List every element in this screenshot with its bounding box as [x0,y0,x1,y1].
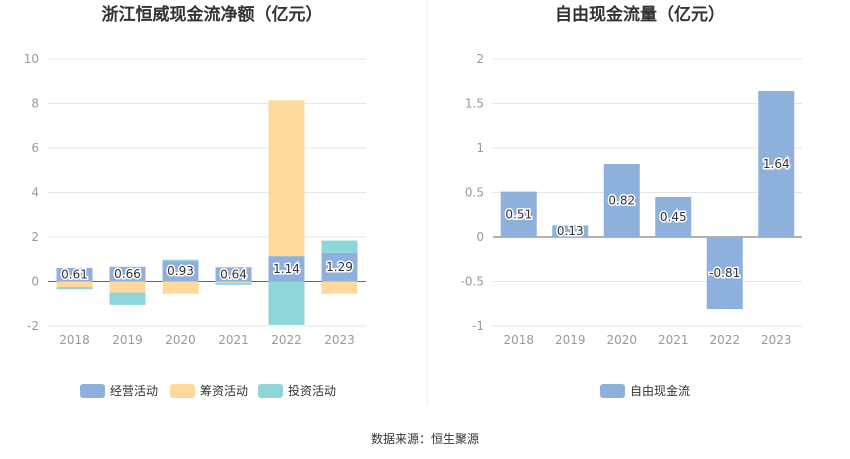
legend-swatch [80,384,105,398]
y-tick-label: 6 [31,141,39,155]
x-tick-label: 2021 [218,333,249,347]
y-tick-label: 4 [31,186,39,200]
bar [321,252,358,282]
y-tick-label: 2 [31,230,39,244]
bar [162,259,199,261]
bar [268,256,305,282]
bar [109,292,146,305]
x-tick-label: 2019 [112,333,143,347]
bar [162,260,199,282]
y-tick-label: 8 [31,97,39,111]
x-tick-label: 2019 [555,333,586,347]
data-label: 0.13 [557,224,584,238]
data-label: 0.51 [505,207,532,221]
right-chart-title: 自由现金流量（亿元） [555,4,725,25]
data-label: 1.29 [326,260,353,274]
bar [215,281,252,283]
bar [162,281,199,294]
x-tick-label: 2022 [271,333,302,347]
y-tick-label: 0.5 [465,186,484,200]
data-source-note: 数据来源：恒生聚源 [371,431,479,446]
y-tick-label: 1 [476,141,484,155]
bar [56,281,93,288]
data-label: 0.82 [608,194,635,208]
bar [321,240,358,253]
x-tick-label: 2018 [503,333,534,347]
y-tick-label: -0.5 [461,275,484,289]
bar [109,266,146,282]
y-tick-label: 0 [31,275,39,289]
bar [56,267,93,282]
x-tick-label: 2022 [709,333,740,347]
data-label: -0.81 [709,266,740,280]
bar [109,281,146,293]
legend-swatch [600,384,625,398]
data-label: 1.14 [273,262,300,276]
bar [215,282,252,285]
x-tick-label: 2023 [324,333,355,347]
data-label: 0.64 [220,267,247,281]
bar [758,91,795,237]
cashflow-net-chart: 浙江恒威现金流净额（亿元） -2 0 2 4 6 8 10 2018 2019 2020 2021 2… [24,4,366,398]
legend-label: 投资活动 [288,383,336,398]
data-label: 0.66 [114,267,141,281]
y-tick-label: 1.5 [465,97,484,111]
data-label: 1.64 [763,157,790,171]
legend-swatch [170,384,195,398]
x-tick-label: 2018 [59,333,90,347]
bar [603,164,640,237]
bar [268,281,305,325]
bar [706,237,743,310]
bar [268,100,305,257]
y-tick-label: 0 [476,230,484,244]
x-tick-label: 2023 [761,333,792,347]
y-tick-label: 10 [24,52,39,66]
data-label: 0.45 [660,210,687,224]
data-label: 0.93 [167,264,194,278]
bar [552,225,589,237]
bar [215,267,252,282]
bar [56,287,93,290]
legend-swatch [258,384,283,398]
legend-label: 自由现金流 [630,383,690,398]
y-tick-label: -1 [472,319,484,333]
x-tick-label: 2020 [606,333,637,347]
y-tick-label: -2 [27,319,39,333]
bar [321,281,358,294]
x-tick-label: 2021 [658,333,689,347]
x-tick-label: 2020 [165,333,196,347]
left-chart-title: 浙江恒威现金流净额（亿元） [102,4,323,25]
legend-label: 经营活动 [110,384,158,398]
data-label: 0.61 [61,268,88,282]
y-tick-label: 2 [476,52,484,66]
legend-label: 筹资活动 [200,384,248,398]
bar [500,191,537,237]
bar [655,196,692,237]
